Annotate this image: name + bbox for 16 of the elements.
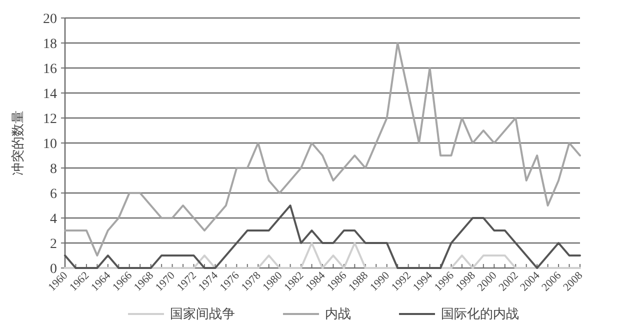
y-tick-label: 20 bbox=[43, 12, 57, 27]
legend-label: 国际化的内战 bbox=[441, 306, 519, 321]
y-tick-label: 12 bbox=[43, 112, 57, 127]
y-tick-label: 2 bbox=[50, 237, 57, 252]
y-tick-label: 0 bbox=[50, 262, 57, 277]
y-tick-label: 16 bbox=[43, 62, 57, 77]
legend-label: 内战 bbox=[325, 306, 351, 321]
line-series bbox=[64, 42, 581, 256]
y-tick-label: 4 bbox=[50, 212, 57, 227]
y-axis-title: 冲突的数量 bbox=[10, 110, 25, 176]
legend-label: 国家间战争 bbox=[170, 306, 235, 321]
y-tick-label: 8 bbox=[50, 162, 57, 177]
y-tick-label: 6 bbox=[50, 187, 57, 202]
y-tick-label: 18 bbox=[43, 37, 57, 52]
y-tick-label: 14 bbox=[43, 87, 57, 102]
y-tick-label: 10 bbox=[43, 137, 57, 152]
